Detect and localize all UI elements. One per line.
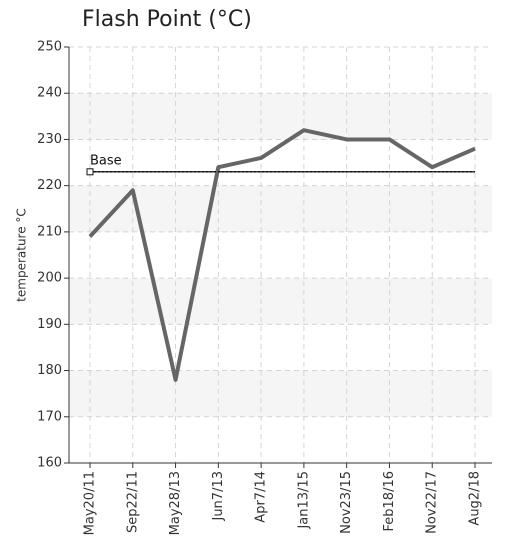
x-tick-label: Nov22/17 (425, 471, 440, 534)
reference-label: Base (90, 153, 122, 168)
x-tick-label: Apr7/14 (254, 471, 269, 523)
x-tick-label: May20/11 (83, 471, 98, 535)
y-axis-label: temperature °C (15, 208, 29, 302)
line-series (88, 128, 476, 382)
reference-marker (86, 168, 94, 176)
x-tick-label: Feb18/16 (382, 471, 397, 531)
x-tick-label: Jun7/13 (211, 471, 226, 522)
y-tick-label: 190 (37, 317, 62, 332)
y-tick-label: 210 (37, 224, 62, 239)
y-tick-label: 250 (37, 40, 62, 55)
y-tick-label: 160 (37, 456, 62, 471)
x-tick-label: Jan13/15 (296, 471, 311, 530)
x-tick-label: May28/13 (168, 471, 183, 535)
chart-title: Flash Point (°C) (82, 7, 252, 32)
band (69, 93, 492, 140)
y-tick-label: 170 (37, 409, 62, 424)
x-tick-label: Sep22/11 (125, 471, 140, 533)
y-tick-label: 200 (37, 271, 62, 286)
y-tick-label: 220 (37, 178, 62, 193)
band (69, 370, 492, 417)
y-tick-label: 180 (37, 363, 62, 378)
y-tick-label: 240 (37, 86, 62, 101)
x-tick-label: Nov23/15 (339, 471, 354, 534)
y-tick-label: 230 (37, 132, 62, 147)
band (69, 278, 492, 325)
x-tick-label: Aug2/18 (468, 471, 483, 526)
